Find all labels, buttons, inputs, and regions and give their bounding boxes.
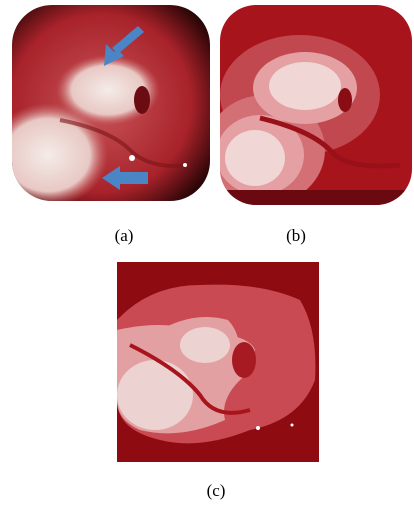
panel-label: (b): [286, 226, 306, 245]
panel-label: (a): [115, 226, 134, 245]
panel-c-image: [117, 262, 319, 462]
panel-b-image: [205, 5, 412, 205]
panel-label: (c): [207, 481, 226, 500]
figure: (a) (b) (c): [0, 0, 414, 504]
